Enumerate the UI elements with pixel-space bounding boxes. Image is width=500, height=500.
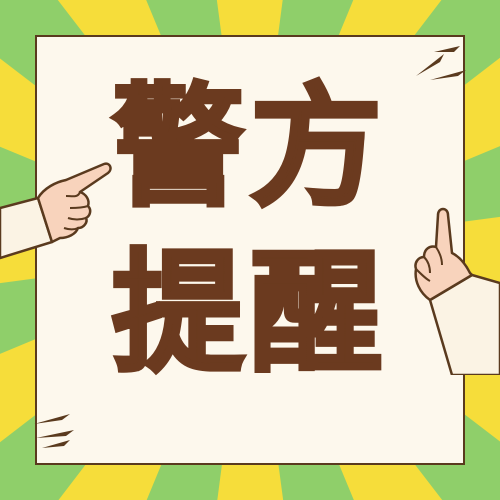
pointing-hand-right-icon: [414, 207, 500, 375]
pointing-hand-left-icon: [0, 162, 112, 260]
headline-line-2: 提醒: [110, 237, 388, 391]
headline-line-1: 警方: [110, 71, 388, 225]
content-panel: [35, 35, 465, 465]
spark-lines-icon: [34, 414, 74, 448]
spark-lines-icon: [416, 46, 466, 80]
